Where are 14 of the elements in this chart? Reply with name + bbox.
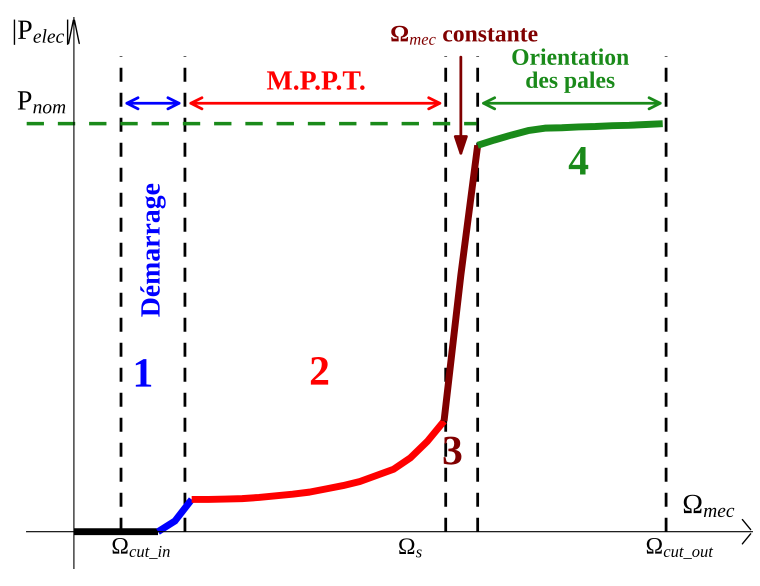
text: M.P.P.T. <box>266 71 365 90</box>
x-tick-label: Ω$_{cut_in}$ <box>112 538 170 559</box>
annotation: 1 <box>136 359 152 387</box>
text: Orientation des pales <box>512 48 629 93</box>
ref-line-label: P$_{nom}$ <box>18 91 66 114</box>
x-tick-label: Ω$_{s}$ <box>399 538 422 558</box>
annotation: 3 <box>444 436 462 465</box>
annotation: Démarrage <box>140 184 166 317</box>
y-axis-title: |P$_{elec}$| <box>14 20 68 45</box>
annotation: 4 <box>568 147 588 174</box>
x-tick-label: Ω$_{cut_out}$ <box>646 538 714 559</box>
annotation: 2 <box>310 357 328 385</box>
x-axis-title: Ω$_{mec}$ <box>684 494 734 518</box>
text: Ω$_{mec}$ constante <box>391 26 538 45</box>
